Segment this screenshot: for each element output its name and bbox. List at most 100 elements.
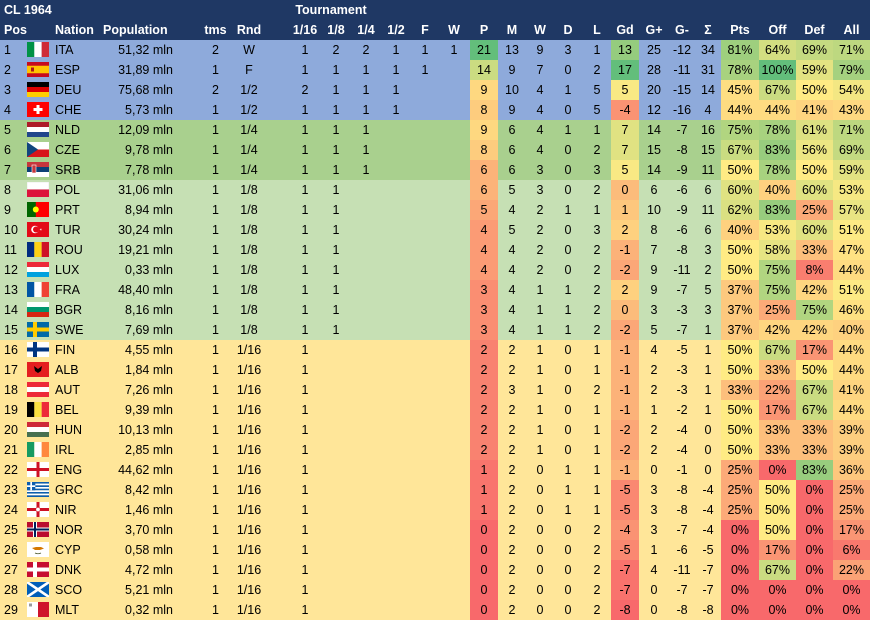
heat-bg-all [833, 220, 870, 240]
cell-def: 0% [805, 563, 824, 577]
cell-r16: 1 [301, 543, 309, 557]
cell-def: 56% [801, 143, 828, 157]
cell-gplus: 7 [650, 243, 658, 257]
cell-m: 2 [508, 583, 516, 597]
cell-rnd: W [243, 43, 255, 57]
cell-r16: 1 [301, 283, 309, 297]
cell-d: 0 [564, 183, 572, 197]
heat-bg-gd [611, 540, 639, 560]
flag-fra-icon [27, 282, 49, 297]
cell-r16: 1 [301, 263, 309, 277]
heat-bg-off [759, 120, 796, 140]
table-row: 22 ENG 44,62 mln 1 1/16 1 1 2 0 1 1 -1 0 -1 0 25% 0% 83% 3… [0, 460, 870, 480]
cell-m: 4 [508, 263, 516, 277]
cell-d: 1 [564, 503, 572, 517]
heat-bg-off [759, 540, 796, 560]
cell-sigma: -4 [702, 523, 714, 537]
cell-final [411, 520, 439, 540]
cell-pts: 75% [727, 123, 753, 137]
cell-def: 61% [801, 123, 828, 137]
cell-pos: 23 [4, 483, 18, 497]
cell-def: 33% [801, 423, 828, 437]
cell-gplus: 4 [650, 563, 658, 577]
cell-w: 0 [536, 523, 544, 537]
cell-gd: -2 [619, 263, 631, 277]
cell-population: 9,78 mln [125, 143, 173, 157]
cell-final [411, 160, 439, 180]
cell-r4 [351, 420, 381, 440]
cell-nation: SRB [55, 163, 81, 177]
cell-gminus: -7 [676, 523, 688, 537]
cell-winner [439, 240, 469, 260]
cell-rnd: 1/16 [236, 443, 262, 457]
heat-bg-gd [611, 320, 639, 340]
cell-population: 30,24 mln [118, 223, 173, 237]
cell-gd: 7 [621, 123, 629, 137]
cell-pts: 37% [727, 323, 753, 337]
heat-bg-all [833, 440, 870, 460]
col-header-nation: Nation [55, 23, 94, 37]
heat-bg-pts [721, 160, 759, 180]
flag-fin-icon [27, 342, 49, 357]
flag-nor-icon [27, 522, 49, 537]
heat-bg-all [833, 480, 870, 500]
table-row: 17 ALB 1,84 mln 1 1/16 1 2 2 1 0 1 -1 2 -3 1 50% 33% 50% 4… [0, 360, 870, 380]
cell-pos: 13 [4, 283, 18, 297]
cell-l: 2 [593, 383, 601, 397]
heat-bg-all [833, 320, 870, 340]
table-row: 29 MLT 0,32 mln 1 1/16 1 0 2 0 0 2 -8 0 -8 -8 0% 0% 0% 0% [0, 600, 870, 620]
cell-gplus: 25 [647, 43, 661, 57]
cell-tms: 1 [212, 183, 219, 197]
cell-sigma: 3 [704, 303, 712, 317]
cell-gplus: 4 [650, 343, 658, 357]
cell-final [411, 180, 439, 200]
cell-l: 2 [593, 563, 601, 577]
cell-all: 41% [838, 383, 865, 397]
cell-r4 [351, 340, 381, 360]
heat-bg-def [796, 360, 833, 380]
cell-d: 0 [564, 563, 572, 577]
heat-bg-pts [721, 460, 759, 480]
cell-gd: -2 [619, 323, 631, 337]
cell-nation: DEU [55, 83, 82, 97]
cell-pos: 12 [4, 263, 18, 277]
table-row: 1 ITA 51,32 mln 2 W 1 2 2 1 1 1 21 13 9 3 1 13 25 -12 34 81%… [0, 40, 870, 60]
cell-pts: 40% [727, 223, 753, 237]
heat-bg-pts [721, 600, 759, 620]
heat-bg-off [759, 320, 796, 340]
cell-final [411, 100, 439, 120]
cell-w: 1 [536, 383, 544, 397]
cell-tms: 1 [212, 443, 219, 457]
cell-gd: -2 [619, 443, 631, 457]
cell-gd: -1 [619, 403, 631, 417]
cell-p: 9 [480, 83, 488, 97]
cell-gplus: 3 [650, 523, 658, 537]
cell-pts: 25% [727, 503, 753, 517]
cell-m: 2 [508, 343, 516, 357]
cell-sigma: 1 [704, 343, 712, 357]
cell-off: 58% [764, 243, 791, 257]
cell-rnd: 1/16 [236, 483, 262, 497]
cell-tms: 1 [212, 203, 219, 217]
heat-bg-all [833, 300, 870, 320]
heat-bg-off [759, 300, 796, 320]
heat-bg-off [759, 60, 796, 80]
cell-def: 67% [801, 403, 828, 417]
heat-bg-all [833, 200, 870, 220]
cell-m: 6 [508, 143, 516, 157]
heat-bg-off [759, 380, 796, 400]
cell-gplus: 6 [650, 183, 658, 197]
cell-l: 2 [593, 303, 601, 317]
cell-r4: 1 [362, 63, 370, 77]
cell-sigma: 0 [704, 423, 712, 437]
cell-winner [439, 560, 469, 580]
cell-all: 46% [838, 303, 865, 317]
heat-bg-pts [721, 300, 759, 320]
heat-bg-def [796, 200, 833, 220]
cell-r8 [321, 600, 351, 620]
cell-nation: ITA [55, 43, 74, 57]
cell-gd: 5 [621, 83, 629, 97]
heat-bg-def [796, 180, 833, 200]
cell-p: 2 [480, 403, 488, 417]
table-row: 25 NOR 3,70 mln 1 1/16 1 0 2 0 0 2 -4 3 -7 -4 0% 50% 0% 17… [0, 520, 870, 540]
